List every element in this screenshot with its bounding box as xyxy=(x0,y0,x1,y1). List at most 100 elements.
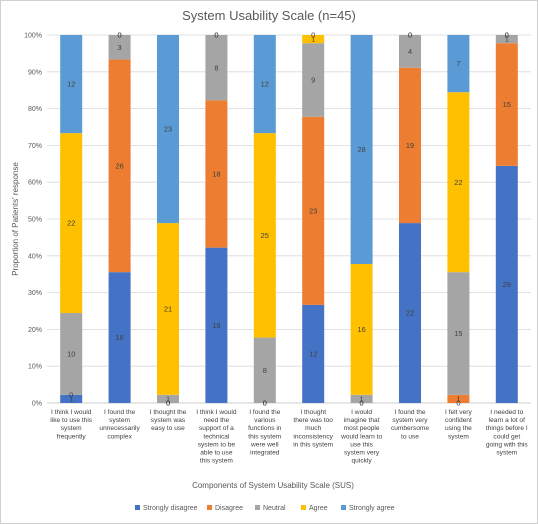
x-category-line: I found the xyxy=(249,409,280,416)
x-category-line: this system xyxy=(200,458,233,465)
data-label: 16 xyxy=(357,325,365,334)
data-label: 29 xyxy=(503,280,511,289)
bar-segment xyxy=(447,394,470,403)
x-category-line: imagine that xyxy=(344,417,380,424)
x-category-line: most people xyxy=(344,425,380,432)
bar-segment xyxy=(447,92,470,273)
data-label: 16 xyxy=(115,333,123,342)
x-category-line: system to be xyxy=(198,441,236,448)
bar-segment xyxy=(302,304,325,403)
x-category-label: I would imagine that most people would lear… xyxy=(340,409,382,465)
bars xyxy=(60,35,518,403)
data-label: 0 xyxy=(118,31,122,40)
data-label: 0 xyxy=(456,399,460,408)
x-category-line: I found the xyxy=(394,409,425,416)
legend-label: Strongly disagree xyxy=(143,505,198,512)
bar-segment xyxy=(205,35,228,101)
data-label: 4 xyxy=(408,47,412,56)
x-category-line: inconsistency xyxy=(293,433,333,440)
x-category-line: I think I would xyxy=(196,409,237,416)
data-label: 9 xyxy=(311,76,315,85)
bar-segment xyxy=(447,272,470,395)
data-label: 23 xyxy=(164,125,172,134)
x-category-line: system xyxy=(496,450,517,457)
bar-segment xyxy=(495,43,518,166)
x-category-label: I think I would like to use this system fre… xyxy=(50,409,92,440)
x-category-line: system very xyxy=(392,417,428,424)
bar-segment xyxy=(205,100,228,248)
x-category-label: I found the various functions in this syste… xyxy=(248,409,282,457)
data-label: 0 xyxy=(166,399,170,408)
x-category-line: cumbersome xyxy=(391,425,429,432)
data-label: 0 xyxy=(166,399,170,408)
legend-label: Disagree xyxy=(215,505,243,512)
legend-label: Agree xyxy=(309,505,328,512)
legend-swatch xyxy=(207,505,212,510)
bar-segment xyxy=(108,59,131,273)
y-tick-label: 40% xyxy=(28,253,42,260)
data-label: 8 xyxy=(263,366,267,375)
data-label: 21 xyxy=(164,305,172,314)
y-tick-label: 80% xyxy=(28,106,42,113)
legend-swatch xyxy=(301,505,306,510)
data-label: 0 xyxy=(118,31,122,40)
x-category-line: frequently xyxy=(57,433,87,440)
data-label: 23 xyxy=(309,206,317,215)
x-axis-title: Components of System Usability Scale (SU… xyxy=(192,481,354,490)
data-label: 12 xyxy=(261,80,269,89)
data-label: 7 xyxy=(456,59,460,68)
data-label: 3 xyxy=(118,43,122,52)
data-label: 8 xyxy=(214,63,218,72)
data-label: 0 xyxy=(360,399,364,408)
x-category-label: I found the system unnecessarily complex xyxy=(99,409,140,440)
x-category-line: going with this xyxy=(486,441,528,448)
bar-segment xyxy=(157,223,179,395)
data-label: 1 xyxy=(505,35,509,44)
y-tick-label: 100% xyxy=(24,33,42,40)
data-label: 12 xyxy=(309,350,317,359)
data-label: 25 xyxy=(261,231,269,240)
bar-segment xyxy=(302,35,325,44)
x-category-line: like to use this xyxy=(50,417,92,424)
x-category-label: I thought the system was easy to use xyxy=(150,409,187,432)
data-label: 1 xyxy=(69,395,73,404)
x-category-label: I think I would need the support of a techn… xyxy=(196,409,237,465)
y-tick-label: 60% xyxy=(28,180,42,187)
bar-segment xyxy=(60,394,83,403)
x-category-line: could get xyxy=(493,433,520,440)
x-category-line: I think I would xyxy=(51,409,92,416)
x-category-line: system was xyxy=(151,417,186,424)
x-category-label: I needed to learn a lot of things before I… xyxy=(486,409,528,457)
x-category-line: integrated xyxy=(250,450,280,457)
data-label: 10 xyxy=(67,350,75,359)
legend-swatch xyxy=(135,505,140,510)
x-category-label: I thought there was too much inconsistency i… xyxy=(293,409,333,448)
bar-segment xyxy=(108,35,131,60)
data-label: 1 xyxy=(360,395,364,404)
x-category-line: system very xyxy=(344,450,380,457)
data-label: 18 xyxy=(212,170,220,179)
x-category-line: would learn to xyxy=(340,433,382,440)
legend: Strongly disagree Disagree Neutral Agree Str… xyxy=(135,505,395,512)
bar-segment xyxy=(495,165,518,403)
bar-segment xyxy=(157,35,179,224)
bar-segment xyxy=(302,43,325,117)
bar-segment xyxy=(447,35,470,93)
y-axis-title: Proportion of Patients' response xyxy=(11,162,20,276)
x-category-line: complex xyxy=(107,433,132,440)
y-tick-label: 20% xyxy=(28,327,42,334)
data-labels: 1010221216263000012123191880000825121223… xyxy=(67,31,511,408)
x-category-line: I thought the xyxy=(150,409,187,416)
x-category-line: support of a xyxy=(199,425,234,432)
x-category-line: easy to use xyxy=(151,425,185,432)
y-tick-label: 0% xyxy=(32,401,42,408)
data-label: 22 xyxy=(454,178,462,187)
x-category-line: I thought xyxy=(300,409,326,416)
x-category-line: to use xyxy=(401,433,419,440)
bar-segment xyxy=(399,67,421,224)
y-tick-label: 10% xyxy=(28,364,42,371)
data-label: 26 xyxy=(115,161,123,170)
data-label: 22 xyxy=(67,219,75,228)
